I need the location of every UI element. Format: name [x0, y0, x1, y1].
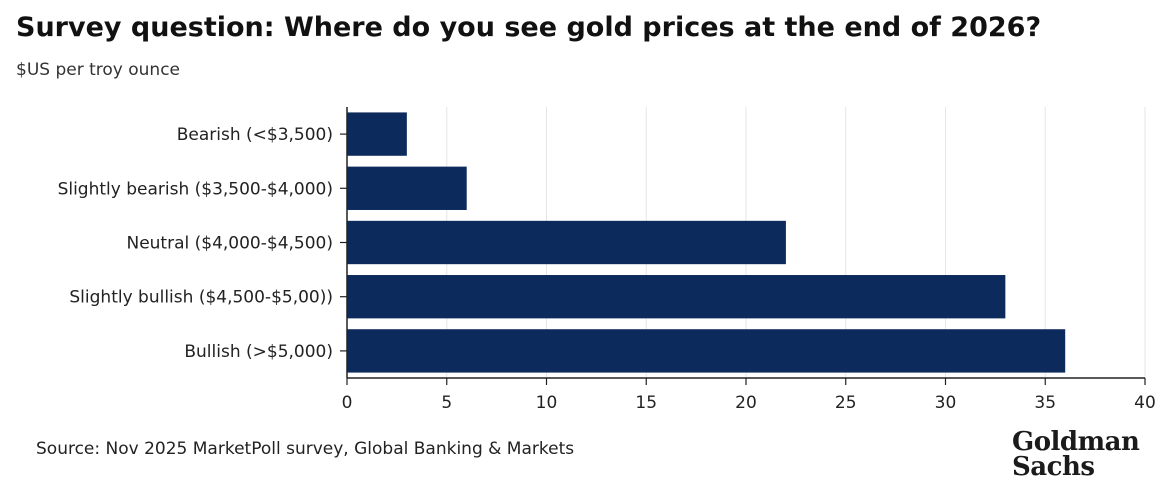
x-tick-label-30: 30 [935, 393, 957, 413]
logo-line-2: Sachs [1012, 452, 1095, 482]
bar-3 [347, 275, 1006, 319]
x-tick-label-25: 25 [835, 393, 857, 413]
x-tick-label-20: 20 [735, 393, 757, 413]
x-tick-label-5: 5 [441, 393, 452, 413]
bars [347, 112, 1066, 373]
bar-0 [347, 112, 407, 156]
category-label-3: Slightly bullish ($4,500-$5,00)) [69, 288, 333, 308]
goldman-sachs-logo: Goldman Sachs [1012, 427, 1140, 482]
x-tick-label-40: 40 [1134, 393, 1156, 413]
x-tick-label-0: 0 [342, 393, 353, 413]
logo-line-1: Goldman [1012, 427, 1140, 457]
category-label-4: Bullish (>$5,000) [184, 342, 333, 362]
axes: 0 5 10 15 20 25 30 35 40 [340, 107, 1156, 413]
bar-2 [347, 220, 786, 265]
bar-4 [347, 329, 1066, 373]
x-tick-label-15: 15 [635, 393, 657, 413]
category-labels: Bearish (<$3,500) Slightly bearish ($3,50… [58, 125, 333, 362]
chart-title: Survey question: Where do you see gold p… [16, 12, 1042, 43]
chart-subtitle: $US per troy ounce [16, 60, 180, 80]
category-label-0: Bearish (<$3,500) [177, 125, 333, 145]
bar-1 [347, 166, 467, 210]
category-label-1: Slightly bearish ($3,500-$4,000) [58, 179, 333, 199]
source-note: Source: Nov 2025 MarketPoll survey, Glob… [36, 439, 575, 459]
x-tick-label-35: 35 [1034, 393, 1056, 413]
category-label-2: Neutral ($4,000-$4,500) [126, 234, 333, 254]
x-tick-label-10: 10 [536, 393, 558, 413]
